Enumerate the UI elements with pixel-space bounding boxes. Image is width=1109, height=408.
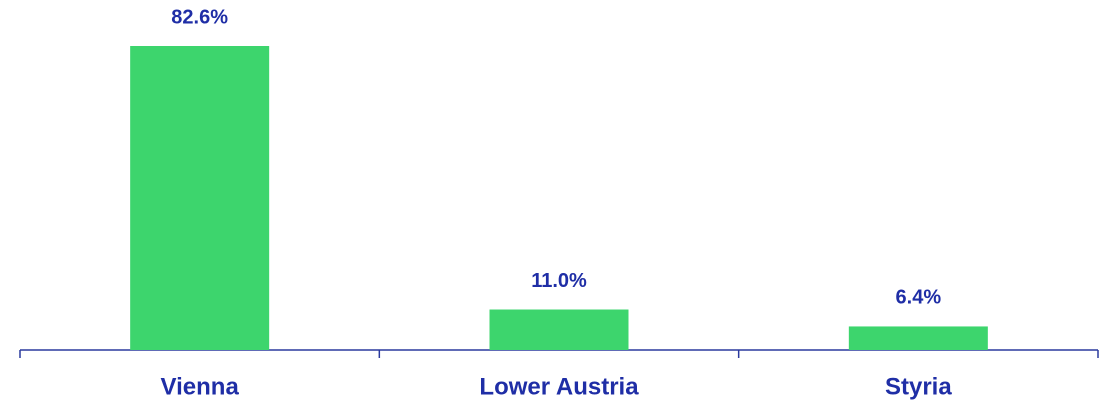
- value-label: 82.6%: [171, 6, 228, 28]
- x-tick-label: Lower Austria: [479, 373, 639, 400]
- x-tick-label: Styria: [885, 373, 952, 400]
- bar: [130, 46, 270, 350]
- bar: [848, 326, 988, 350]
- bar: [489, 309, 629, 350]
- value-label: 6.4%: [896, 287, 942, 309]
- x-tick-label: Vienna: [161, 373, 240, 400]
- value-label: 11.0%: [531, 270, 587, 292]
